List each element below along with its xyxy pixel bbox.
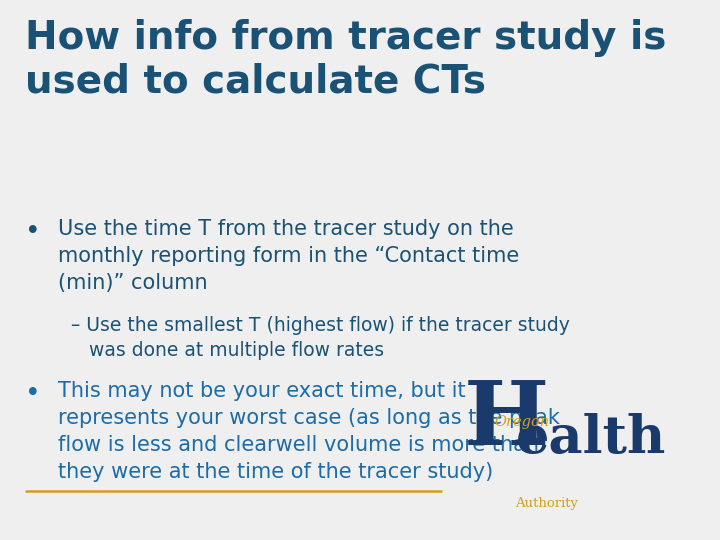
Text: •: • <box>24 381 40 407</box>
Text: •: • <box>24 219 40 245</box>
Text: – Use the smallest T (highest flow) if the tracer study
   was done at multiple : – Use the smallest T (highest flow) if t… <box>71 316 570 360</box>
Text: How info from tracer study is
used to calculate CTs: How info from tracer study is used to ca… <box>24 19 666 101</box>
Text: H: H <box>464 377 549 464</box>
Text: Authority: Authority <box>515 497 577 510</box>
Text: This may not be your exact time, but it
represents your worst case (as long as t: This may not be your exact time, but it … <box>58 381 560 482</box>
Text: Oregon: Oregon <box>495 415 549 429</box>
Text: ealth: ealth <box>516 414 667 464</box>
Text: Use the time T from the tracer study on the
monthly reporting form in the “Conta: Use the time T from the tracer study on … <box>58 219 520 293</box>
